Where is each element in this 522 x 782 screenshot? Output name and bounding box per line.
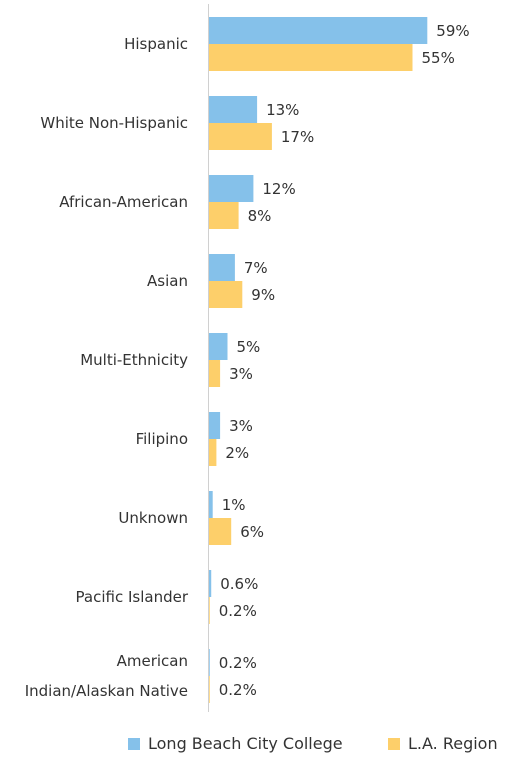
bar [209,281,243,308]
bar [209,123,272,150]
value-label: 17% [281,128,314,146]
category-label: African-American [59,193,188,211]
value-label: 8% [248,207,272,225]
value-label: 0.2% [219,602,257,620]
value-label: 7% [244,259,268,277]
category-label: American Indian/Alaskan Native [24,652,188,700]
value-label: 13% [266,101,299,119]
legend-item: Long Beach City College [128,734,343,753]
category-label: Filipino [135,430,188,448]
value-label: 0.2% [219,654,257,672]
value-label: 0.2% [219,681,257,699]
category-label: Pacific Islander [75,588,188,606]
value-label: 9% [251,286,275,304]
bar [209,360,221,387]
value-label: 5% [237,338,261,356]
legend-label: L.A. Region [408,734,498,753]
bar [209,597,210,624]
value-label: 6% [240,523,264,541]
bar [209,676,210,703]
bar [209,333,228,360]
bar [209,439,217,466]
bar [209,175,254,202]
legend-swatch [128,737,140,750]
bar [209,412,221,439]
bar [209,649,210,676]
value-label: 3% [229,365,253,383]
bar [209,254,235,281]
bar [209,96,258,123]
bar [209,202,239,229]
value-label: 12% [262,180,295,198]
bar [209,518,232,545]
value-label: 55% [422,49,455,67]
category-label: Multi-Ethnicity [80,351,188,369]
bar [209,17,428,44]
category-label: Asian [147,272,188,290]
legend-label: Long Beach City College [148,734,343,753]
value-label: 59% [436,22,469,40]
value-label: 1% [222,496,246,514]
category-label: White Non-Hispanic [40,114,188,132]
value-label: 2% [225,444,249,462]
value-label: 0.6% [220,575,258,593]
category-label: Hispanic [124,35,188,53]
bar [209,44,413,71]
bar [209,491,213,518]
legend-swatch [388,737,400,750]
bar [209,570,212,597]
legend-item: L.A. Region [388,734,498,753]
value-label: 3% [229,417,253,435]
category-label: Unknown [118,509,188,527]
